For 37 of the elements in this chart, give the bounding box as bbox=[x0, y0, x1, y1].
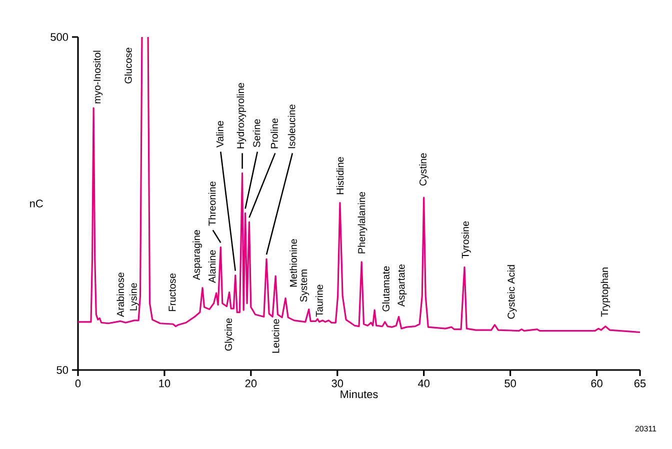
annotation: Methionine bbox=[290, 239, 297, 287]
annotation: Valine bbox=[216, 121, 224, 148]
x-tick-label: 0 bbox=[75, 380, 81, 388]
annotation: Asparagine bbox=[192, 230, 202, 280]
annotation: Glucose bbox=[124, 48, 132, 84]
x-tick-label: 30 bbox=[332, 380, 344, 388]
annotation: Cystine bbox=[419, 153, 428, 186]
annotation: Hydroxyproline bbox=[236, 83, 246, 148]
annotation: Fructose bbox=[168, 274, 176, 312]
annotation: Cysteic Acid bbox=[507, 265, 517, 319]
x-tick-label: 65 bbox=[634, 380, 646, 388]
annotation: Lysine bbox=[130, 283, 139, 310]
annotation: Glycine bbox=[224, 318, 234, 351]
x-tick-label: 60 bbox=[591, 380, 602, 388]
x-axis-title: Minutes bbox=[340, 390, 378, 398]
y-tick-label: 500 bbox=[50, 33, 68, 41]
annotation: Leucine bbox=[272, 319, 280, 353]
y-axis-title: nC bbox=[30, 200, 43, 208]
annotation: Phenylalanine bbox=[358, 192, 368, 254]
annotation: Threonine bbox=[208, 182, 216, 226]
annotation: Tryptophan bbox=[600, 268, 610, 317]
x-tick-label: 50 bbox=[504, 380, 516, 388]
annotation: Tyrosine bbox=[462, 221, 471, 258]
annotation: Proline bbox=[270, 118, 278, 148]
annotation: Histidine bbox=[336, 157, 344, 194]
annotation: System bbox=[300, 270, 310, 302]
annotation: Glutamate bbox=[382, 266, 390, 312]
x-tick-label: 10 bbox=[159, 380, 170, 388]
x-tick-label: 40 bbox=[418, 380, 430, 388]
annotation: Arabinose bbox=[116, 272, 124, 317]
annotation: Taurine bbox=[316, 284, 323, 317]
annotation: Aspartate bbox=[398, 264, 407, 307]
annotation: Isoleucine bbox=[288, 104, 296, 148]
annotation: myo-Inositol bbox=[93, 50, 103, 104]
x-tick-label: 20 bbox=[245, 380, 257, 388]
annotation: Alanine bbox=[208, 250, 216, 283]
annotation: Serine bbox=[252, 119, 260, 148]
